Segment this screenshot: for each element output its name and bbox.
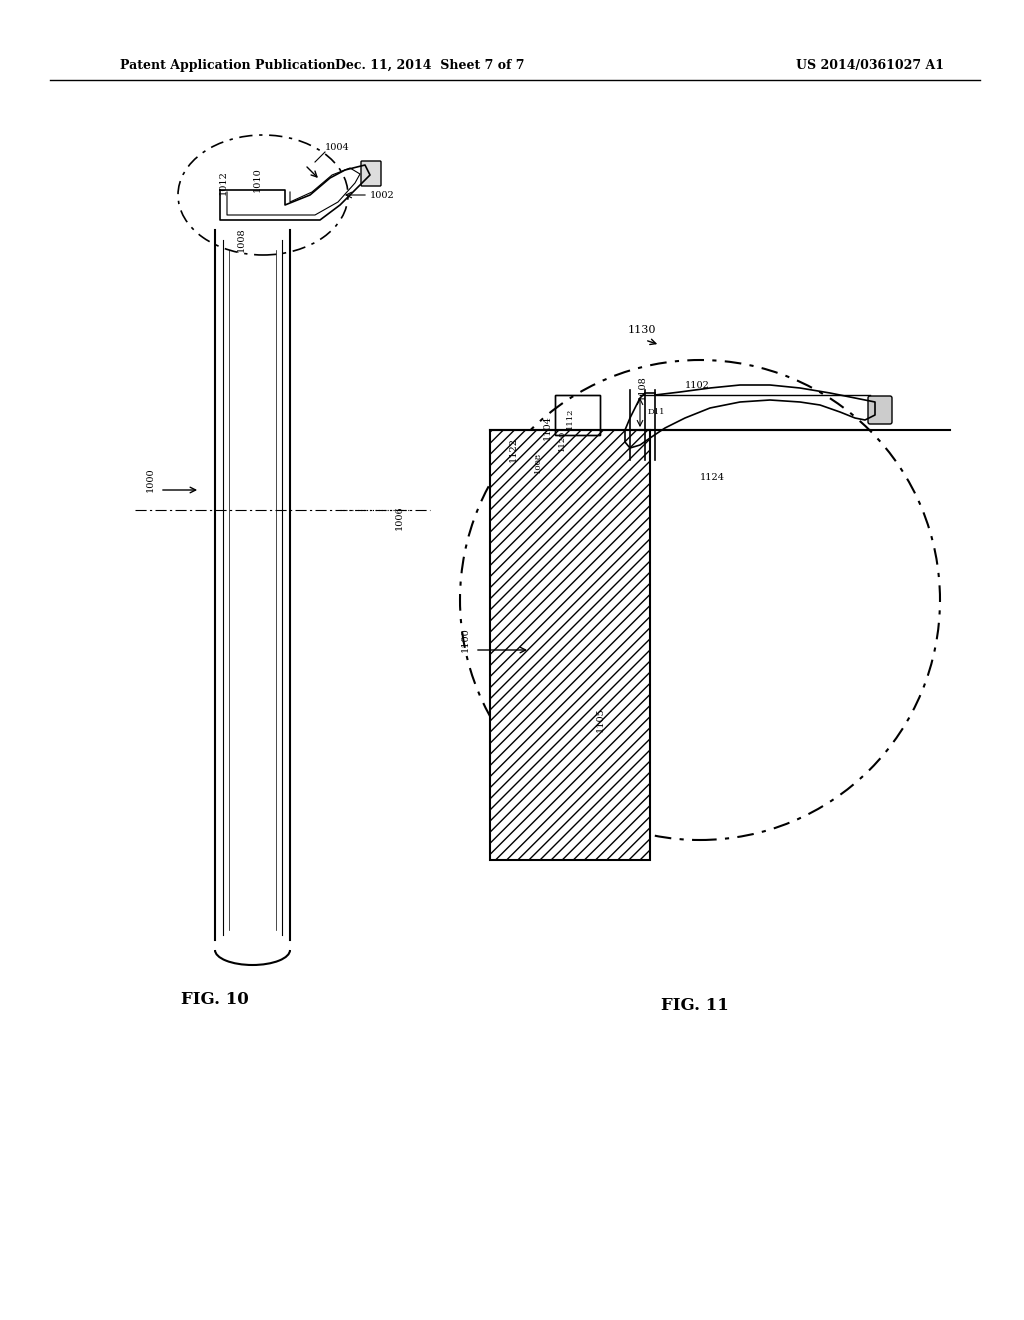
Text: 1008: 1008: [534, 451, 542, 473]
Text: 1102: 1102: [685, 380, 710, 389]
Text: 1105: 1105: [596, 708, 604, 733]
Text: 1130: 1130: [628, 325, 656, 335]
Text: 1120: 1120: [558, 429, 566, 450]
Text: FIG. 10: FIG. 10: [181, 991, 249, 1008]
Text: 1006: 1006: [395, 506, 404, 531]
Text: US 2014/0361027 A1: US 2014/0361027 A1: [796, 58, 944, 71]
Text: 1012: 1012: [219, 170, 228, 195]
Bar: [555, 395, 600, 436]
Text: 1004: 1004: [325, 144, 350, 153]
Text: 1008: 1008: [237, 227, 246, 252]
Text: 1002: 1002: [370, 190, 394, 199]
Bar: [555, 395, 600, 436]
Text: Dec. 11, 2014  Sheet 7 of 7: Dec. 11, 2014 Sheet 7 of 7: [335, 58, 524, 71]
Text: 1124: 1124: [700, 474, 725, 483]
Text: 1112: 1112: [566, 408, 574, 429]
Text: FIG. 11: FIG. 11: [662, 997, 729, 1014]
Text: 1100: 1100: [461, 627, 470, 652]
FancyBboxPatch shape: [361, 161, 381, 186]
Text: 1000: 1000: [146, 467, 155, 492]
Bar: [490, 430, 650, 861]
Text: D11: D11: [648, 408, 666, 416]
Text: 1108: 1108: [638, 376, 647, 400]
Text: 1122: 1122: [509, 437, 517, 462]
FancyBboxPatch shape: [868, 396, 892, 424]
Text: 1104: 1104: [543, 416, 552, 441]
Text: Patent Application Publication: Patent Application Publication: [120, 58, 336, 71]
Text: 1010: 1010: [253, 168, 262, 193]
